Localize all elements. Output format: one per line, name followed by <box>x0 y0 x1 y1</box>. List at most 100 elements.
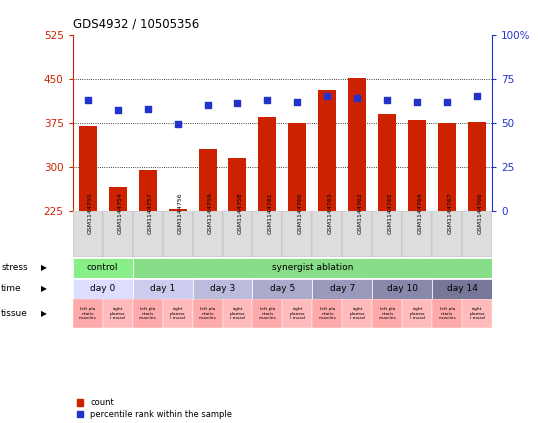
Bar <box>109 187 126 211</box>
Text: ▶: ▶ <box>41 264 47 272</box>
Text: right
plantar
i muscl: right plantar i muscl <box>110 307 125 320</box>
FancyBboxPatch shape <box>162 211 193 258</box>
Text: day 1: day 1 <box>150 284 175 293</box>
FancyBboxPatch shape <box>223 211 252 258</box>
Text: day 7: day 7 <box>330 284 355 293</box>
Point <box>203 102 212 108</box>
Bar <box>468 122 486 211</box>
Text: GDS4932 / 10505356: GDS4932 / 10505356 <box>73 17 199 30</box>
Text: control: control <box>87 264 118 272</box>
Bar <box>438 123 456 211</box>
Text: GSM1144755: GSM1144755 <box>88 192 93 234</box>
Point <box>473 93 482 100</box>
FancyBboxPatch shape <box>252 299 282 328</box>
Text: GSM1144758: GSM1144758 <box>237 192 243 234</box>
Text: GSM1144763: GSM1144763 <box>328 192 332 234</box>
Text: day 14: day 14 <box>447 284 478 293</box>
Text: GSM1144766: GSM1144766 <box>477 192 482 234</box>
Text: time: time <box>1 284 22 293</box>
Point <box>173 121 182 128</box>
Bar <box>288 123 307 211</box>
FancyBboxPatch shape <box>342 211 372 258</box>
FancyBboxPatch shape <box>402 211 433 258</box>
Text: day 0: day 0 <box>90 284 115 293</box>
Text: day 3: day 3 <box>210 284 235 293</box>
FancyBboxPatch shape <box>223 299 252 328</box>
FancyBboxPatch shape <box>132 258 492 278</box>
FancyBboxPatch shape <box>372 211 402 258</box>
Text: ▶: ▶ <box>41 309 47 318</box>
Text: right
plantar
i muscl: right plantar i muscl <box>470 307 485 320</box>
Text: right
plantar
i muscl: right plantar i muscl <box>289 307 305 320</box>
FancyBboxPatch shape <box>73 211 103 258</box>
Point <box>143 105 152 112</box>
Text: GSM1144759: GSM1144759 <box>208 192 213 234</box>
Text: left pla
ntaris
muscles: left pla ntaris muscles <box>318 307 336 320</box>
Text: GSM1144765: GSM1144765 <box>387 192 392 234</box>
Text: left pla
ntaris
muscles: left pla ntaris muscles <box>379 307 396 320</box>
Bar <box>199 149 216 211</box>
Point <box>83 96 92 103</box>
Bar <box>168 209 187 211</box>
FancyBboxPatch shape <box>313 211 342 258</box>
Point <box>413 98 422 105</box>
FancyBboxPatch shape <box>193 299 223 328</box>
FancyBboxPatch shape <box>193 279 252 299</box>
FancyBboxPatch shape <box>282 211 313 258</box>
Text: left pla
ntaris
muscles: left pla ntaris muscles <box>199 307 216 320</box>
FancyBboxPatch shape <box>132 299 162 328</box>
Text: right
plantar
i muscl: right plantar i muscl <box>170 307 185 320</box>
FancyBboxPatch shape <box>462 211 492 258</box>
Point <box>233 100 242 107</box>
FancyBboxPatch shape <box>73 279 132 299</box>
Bar <box>79 126 97 211</box>
Text: left pla
ntaris
muscles: left pla ntaris muscles <box>139 307 157 320</box>
Text: synergist ablation: synergist ablation <box>272 264 353 272</box>
Text: ▶: ▶ <box>41 284 47 293</box>
Text: right
plantar
i muscl: right plantar i muscl <box>350 307 365 320</box>
Text: left pla
ntaris
muscles: left pla ntaris muscles <box>259 307 277 320</box>
FancyBboxPatch shape <box>132 279 193 299</box>
FancyBboxPatch shape <box>313 279 372 299</box>
Point <box>443 98 451 105</box>
FancyBboxPatch shape <box>313 299 342 328</box>
Text: GSM1144767: GSM1144767 <box>447 192 452 234</box>
FancyBboxPatch shape <box>342 299 372 328</box>
Text: right
plantar
i muscl: right plantar i muscl <box>409 307 425 320</box>
Text: right
plantar
i muscl: right plantar i muscl <box>230 307 245 320</box>
Text: stress: stress <box>1 264 27 272</box>
FancyBboxPatch shape <box>73 299 103 328</box>
Point <box>323 93 332 100</box>
FancyBboxPatch shape <box>73 258 132 278</box>
Bar <box>408 120 426 211</box>
FancyBboxPatch shape <box>252 211 282 258</box>
Text: GSM1144754: GSM1144754 <box>118 192 123 234</box>
Bar <box>139 170 157 211</box>
FancyBboxPatch shape <box>193 211 223 258</box>
Text: GSM1144761: GSM1144761 <box>267 192 272 234</box>
FancyBboxPatch shape <box>132 211 162 258</box>
Text: GSM1144757: GSM1144757 <box>147 192 153 234</box>
Text: left pla
ntaris
muscles: left pla ntaris muscles <box>438 307 456 320</box>
Point <box>353 95 362 102</box>
Bar <box>258 117 277 211</box>
Text: day 10: day 10 <box>387 284 418 293</box>
Text: day 5: day 5 <box>270 284 295 293</box>
Bar <box>229 158 246 211</box>
FancyBboxPatch shape <box>252 279 313 299</box>
FancyBboxPatch shape <box>433 299 462 328</box>
Point <box>263 96 272 103</box>
Legend: count, percentile rank within the sample: count, percentile rank within the sample <box>77 398 232 419</box>
Point <box>383 96 392 103</box>
FancyBboxPatch shape <box>433 279 492 299</box>
Text: GSM1144762: GSM1144762 <box>357 192 363 234</box>
FancyBboxPatch shape <box>103 299 132 328</box>
FancyBboxPatch shape <box>402 299 433 328</box>
Text: GSM1144760: GSM1144760 <box>298 192 302 234</box>
FancyBboxPatch shape <box>282 299 313 328</box>
FancyBboxPatch shape <box>433 211 462 258</box>
Bar <box>318 91 336 211</box>
FancyBboxPatch shape <box>162 299 193 328</box>
FancyBboxPatch shape <box>372 279 433 299</box>
Bar <box>349 77 366 211</box>
